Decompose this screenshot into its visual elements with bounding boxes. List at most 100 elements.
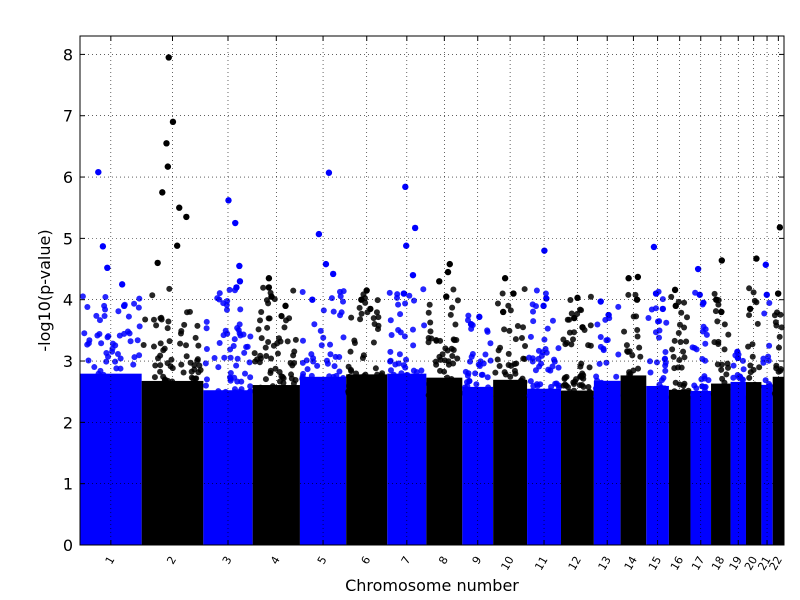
data-point: [410, 342, 417, 349]
data-point: [529, 301, 536, 308]
data-point: [299, 337, 306, 344]
data-point: [603, 359, 610, 366]
data-point: [429, 392, 436, 399]
data-point: [521, 379, 528, 386]
data-point: [353, 370, 360, 377]
data-point: [178, 361, 185, 368]
data-point: [676, 356, 683, 363]
data-point: [760, 359, 767, 366]
data-point: [331, 363, 338, 370]
data-point: [142, 316, 149, 323]
data-point: [165, 318, 172, 325]
data-point: [387, 357, 394, 364]
data-point: [513, 385, 520, 392]
data-point: [577, 372, 584, 379]
data-point: [498, 380, 505, 387]
data-point: [409, 326, 416, 333]
data-point: [596, 360, 603, 367]
top-hit-point: [322, 260, 330, 268]
chromosome-10-points: [492, 275, 529, 545]
data-point: [299, 288, 306, 295]
data-point: [737, 394, 744, 401]
data-point: [164, 325, 171, 332]
top-hit-point: [467, 321, 475, 328]
x-tick-label: 13: [596, 554, 614, 573]
data-point: [603, 337, 610, 344]
data-point: [719, 393, 726, 400]
data-point: [262, 376, 269, 383]
data-point: [472, 370, 479, 377]
data-point: [196, 362, 203, 369]
data-point: [551, 356, 558, 363]
data-point: [360, 377, 367, 384]
data-point: [104, 334, 111, 341]
data-point: [721, 346, 728, 353]
data-point: [356, 383, 363, 390]
data-point: [528, 388, 535, 395]
data-point: [487, 340, 494, 347]
top-hit-point: [367, 305, 374, 313]
data-point: [184, 309, 191, 316]
data-point: [150, 343, 157, 350]
data-point: [203, 345, 210, 352]
data-point: [467, 358, 474, 365]
top-hit-point: [776, 224, 784, 231]
data-point: [518, 389, 525, 396]
top-hit-point: [225, 197, 232, 204]
top-hit-point: [400, 290, 408, 297]
data-point: [387, 367, 394, 374]
data-point: [478, 371, 485, 378]
data-point: [203, 376, 210, 383]
data-point: [279, 374, 286, 381]
data-point: [545, 393, 552, 400]
data-point: [465, 312, 472, 319]
data-point: [398, 370, 405, 377]
dense-points-band: [426, 377, 463, 545]
dense-points-band: [203, 390, 253, 545]
data-point: [395, 301, 402, 308]
data-point: [454, 355, 461, 362]
data-point: [255, 393, 262, 400]
data-point: [357, 316, 364, 323]
top-hit-point: [164, 163, 172, 170]
data-point: [236, 388, 243, 395]
data-point: [242, 370, 249, 377]
data-point: [269, 383, 276, 390]
top-hit-point: [625, 275, 632, 282]
data-point: [380, 392, 387, 399]
chromosome-1-points: [79, 168, 143, 545]
data-point: [240, 331, 247, 338]
x-tick-label: 12: [566, 554, 584, 573]
data-point: [638, 387, 645, 394]
top-hit-point: [325, 169, 333, 176]
data-point: [659, 296, 666, 303]
data-point: [183, 342, 190, 349]
data-point: [669, 346, 676, 353]
data-point: [212, 394, 219, 401]
dense-points-band: [527, 388, 561, 545]
data-point: [512, 370, 519, 377]
data-point: [482, 351, 489, 358]
data-point: [206, 393, 213, 400]
x-tick-label: 16: [668, 554, 686, 573]
data-point: [746, 312, 753, 319]
data-point: [328, 295, 335, 302]
top-hit-point: [265, 284, 273, 291]
data-point: [152, 362, 159, 369]
data-point: [227, 369, 234, 376]
data-point: [512, 336, 519, 343]
data-point: [494, 356, 501, 363]
data-point: [681, 299, 688, 306]
dense-points-band: [493, 379, 528, 545]
top-hit-point: [183, 213, 190, 221]
data-point: [311, 321, 318, 328]
chromosome-20-points: [745, 255, 763, 545]
data-point: [477, 358, 484, 365]
top-hit-point: [436, 278, 443, 285]
top-hit-point: [571, 314, 578, 322]
data-point: [777, 366, 784, 373]
top-hit-point: [120, 302, 128, 310]
data-point: [105, 353, 112, 360]
data-point: [243, 344, 250, 351]
